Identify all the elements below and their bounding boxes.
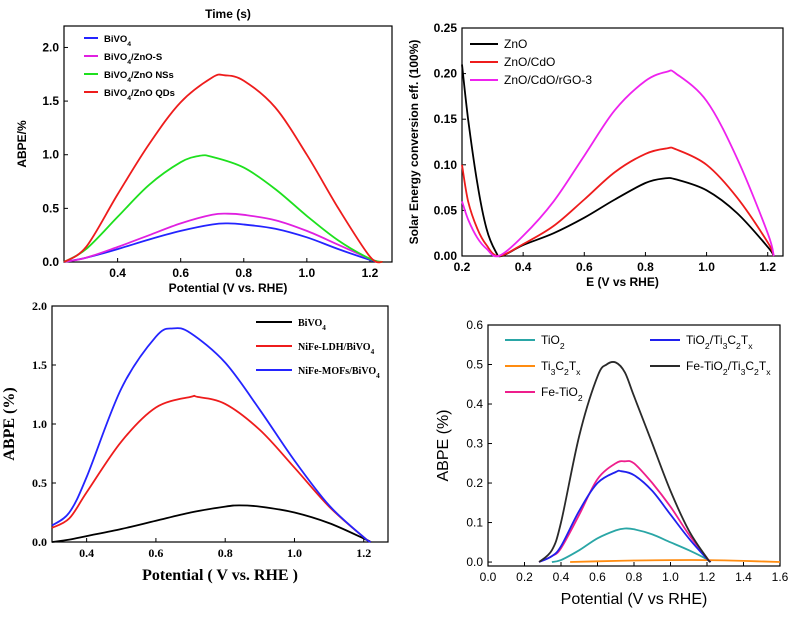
- y-tick-label: 0.25: [434, 21, 458, 35]
- legend-label-3: BiVO4/ZnO NSs: [104, 70, 174, 84]
- series-line-2: [570, 559, 781, 563]
- y-tick-label: 0.20: [434, 67, 458, 81]
- legend-label-4: TiO2/Ti3C2Tx: [686, 333, 753, 351]
- x-tick-label: 1.6: [772, 570, 789, 584]
- x-axis-label: E (V vs RHE): [586, 275, 659, 289]
- x-tick-label: 0.8: [218, 546, 233, 560]
- legend-label-2: NiFe-LDH/BiVO4: [298, 342, 375, 356]
- y-tick-label: 0.6: [466, 318, 483, 332]
- x-tick-label: 0.4: [79, 546, 94, 560]
- x-tick-label: 0.2: [516, 570, 533, 584]
- series-line-2: [63, 212, 380, 263]
- x-tick-label: 0.8: [637, 260, 654, 274]
- legend-label-2: BiVO4/ZnO-S: [104, 52, 162, 66]
- legend-label-3: Fe-TiO2: [541, 385, 583, 403]
- y-tick-label: 0.15: [434, 112, 458, 126]
- x-tick-label: 1.4: [735, 570, 752, 584]
- legend-label-1: TiO2: [541, 333, 565, 351]
- x-tick-label: 0.8: [626, 570, 643, 584]
- x-tick-label: 1.0: [299, 266, 316, 280]
- x-tick-label: 0.6: [148, 546, 163, 560]
- legend-label-4: BiVO4/ZnO QDs: [104, 88, 175, 102]
- x-tick-label: 0.0: [480, 570, 497, 584]
- chart-panel-1: Time (s) 0.4 0.6 0.8 1.0 1.2 0.0 0.5 1.0 1.5 2.0 Po…: [15, 7, 393, 295]
- y-tick-label: 2.0: [32, 299, 47, 313]
- legend-label-3: ZnO/CdO/rGO-3: [504, 73, 592, 87]
- y-tick-label: 0.0: [466, 555, 483, 569]
- legend: BiVO4 BiVO4/ZnO-S BiVO4/ZnO NSs BiVO4/ZnO Q…: [84, 34, 175, 102]
- y-tick-label: 1.5: [32, 358, 47, 372]
- legend-label-5: Fe-TiO2/Ti3C2Tx: [686, 359, 771, 377]
- y-tick-label: 0.2: [466, 476, 483, 490]
- y-tick-label: 0.5: [32, 476, 47, 490]
- x-tick-label: 0.4: [109, 266, 126, 280]
- x-axis-label: Potential (V vs RHE): [561, 591, 708, 608]
- series-line-4: [63, 73, 383, 264]
- x-tick-label: 1.2: [356, 546, 371, 560]
- y-tick-label: 0.5: [466, 358, 483, 372]
- legend: ZnO ZnO/CdO ZnO/CdO/rGO-3: [470, 37, 592, 87]
- legend-label-1: ZnO: [504, 37, 527, 51]
- series-line-2: [461, 146, 775, 257]
- y-tick-label: 0.5: [42, 201, 59, 215]
- series-line-5: [538, 361, 712, 563]
- series-line-1: [551, 527, 712, 563]
- legend-label-3: NiFe-MOFs/BiVO4: [298, 366, 380, 380]
- y-tick-label: 0.4: [466, 397, 483, 411]
- y-tick-label: 1.5: [42, 94, 59, 108]
- x-tick-label: 1.0: [662, 570, 679, 584]
- x-tick-label: 0.6: [172, 266, 189, 280]
- chart-panel-2: 0.2 0.4 0.6 0.8 1.0 1.2 0.00 0.05 0.10 0.15 0.20 0.…: [407, 21, 784, 289]
- legend: TiO2 Ti3C2Tx Fe-TiO2 TiO2/Ti3C2Tx Fe-TiO2/Ti…: [505, 333, 771, 403]
- x-tick-label: 1.0: [698, 260, 715, 274]
- plot-frame: [461, 27, 784, 257]
- y-tick-label: 0.0: [32, 535, 47, 549]
- y-tick-label: 0.10: [434, 158, 458, 172]
- series-line-1: [63, 222, 380, 263]
- series-line-3: [63, 154, 383, 263]
- x-tick-label: 1.0: [287, 546, 302, 560]
- plot-frame: [63, 25, 393, 263]
- x-tick-label: 0.2: [454, 260, 471, 274]
- y-axis-label: ABPE/%: [15, 120, 29, 168]
- x-axis-label: Potential (V vs. RHE): [169, 281, 288, 295]
- legend-label-1: BiVO4: [104, 34, 131, 48]
- series-line-3: [51, 327, 372, 543]
- y-axis-label: Solar Energy conversion eff. (100%): [407, 40, 421, 245]
- y-tick-label: 0.0: [42, 255, 59, 269]
- x-tick-label: 1.2: [759, 260, 776, 274]
- x-tick-label: 0.4: [553, 570, 570, 584]
- y-tick-label: 1.0: [42, 148, 59, 162]
- series-line-3: [461, 69, 775, 258]
- series-line-3: [538, 460, 712, 563]
- y-tick-label: 2.0: [42, 40, 59, 54]
- x-tick-label: 0.6: [589, 570, 606, 584]
- chart-panel-4: 0.0 0.2 0.4 0.6 0.8 1.0 1.2 1.4 1.6 0.0 0.1 0.2 0.3 0…: [435, 318, 789, 608]
- series-line-4: [538, 469, 712, 563]
- legend-label-2: ZnO/CdO: [504, 55, 555, 69]
- x-tick-label: 0.6: [576, 260, 593, 274]
- x-tick-label: 1.2: [699, 570, 716, 584]
- legend-label-1: BiVO4: [298, 318, 326, 332]
- y-tick-label: 0.1: [466, 516, 483, 530]
- chart-panel-3: 0.4 0.6 0.8 1.0 1.2 0.0 0.5 1.0 1.5 2.0 Potential …: [1, 299, 389, 584]
- y-axis-label: ABPE (%): [1, 387, 18, 460]
- y-tick-label: 0.05: [434, 203, 458, 217]
- chart-title: Time (s): [205, 7, 251, 21]
- x-tick-label: 1.2: [362, 266, 379, 280]
- legend: BiVO4 NiFe-LDH/BiVO4 NiFe-MOFs/BiVO4: [256, 318, 380, 380]
- x-tick-label: 0.4: [515, 260, 532, 274]
- legend-label-2: Ti3C2Tx: [541, 359, 581, 377]
- y-tick-label: 0.3: [466, 437, 483, 451]
- x-axis-label: Potential ( V vs. RHE ): [142, 567, 298, 584]
- series-line-1: [51, 504, 372, 543]
- y-axis-label: ABPE (%): [435, 409, 452, 481]
- y-tick-label: 1.0: [32, 417, 47, 431]
- x-tick-label: 0.8: [235, 266, 252, 280]
- series-line-1: [461, 64, 775, 258]
- y-tick-label: 0.00: [434, 249, 458, 263]
